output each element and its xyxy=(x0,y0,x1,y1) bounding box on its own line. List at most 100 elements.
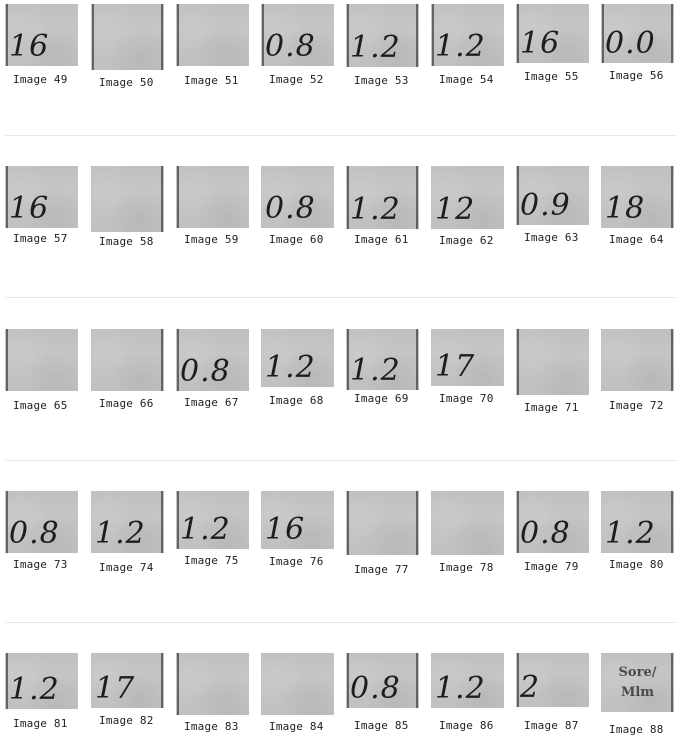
image-thumbnail[interactable]: 16 xyxy=(261,491,334,549)
scan-edge xyxy=(416,491,418,555)
handwritten-value: 1.2 xyxy=(180,512,231,547)
handwritten-value: 0.8 xyxy=(265,191,316,226)
printed-label: Sore/ Mlm xyxy=(618,665,657,700)
image-caption: Image 52 xyxy=(269,73,324,86)
scan-edge xyxy=(347,329,349,390)
image-thumbnail[interactable]: 1.2 xyxy=(176,491,249,549)
image-caption: Image 81 xyxy=(13,717,68,730)
image-caption: Image 84 xyxy=(269,720,324,733)
image-caption: Image 49 xyxy=(13,73,68,86)
scan-edge xyxy=(92,4,94,70)
handwritten-value: 1.2 xyxy=(435,29,486,64)
scan-edge xyxy=(347,491,349,555)
image-thumbnail[interactable]: 2 xyxy=(516,653,589,707)
image-thumbnail[interactable] xyxy=(5,329,78,391)
image-thumbnail[interactable] xyxy=(176,166,249,228)
image-thumbnail[interactable]: 16 xyxy=(5,4,78,66)
scan-edge xyxy=(6,491,8,553)
image-thumbnail[interactable] xyxy=(91,166,164,232)
image-thumbnail[interactable]: 0.9 xyxy=(516,166,589,225)
image-thumbnail[interactable]: 16 xyxy=(516,4,589,63)
image-caption: Image 60 xyxy=(269,233,324,246)
handwritten-value: 12 xyxy=(435,192,476,227)
image-thumbnail[interactable]: 12 xyxy=(431,166,504,229)
handwritten-value: 18 xyxy=(605,191,646,226)
scan-edge xyxy=(347,653,349,708)
image-thumbnail[interactable] xyxy=(346,491,419,555)
handwritten-value: 16 xyxy=(520,26,561,61)
image-caption: Image 64 xyxy=(609,233,664,246)
scan-edge xyxy=(671,4,673,63)
image-thumbnail[interactable]: 1.2 xyxy=(431,653,504,708)
scan-edge xyxy=(517,653,519,707)
image-thumbnail[interactable]: 0.8 xyxy=(261,166,334,228)
scan-edge xyxy=(416,4,418,67)
handwritten-value: 1.2 xyxy=(350,30,401,65)
image-thumbnail[interactable]: 1.2 xyxy=(346,329,419,390)
handwritten-value: 0.9 xyxy=(520,188,571,223)
scan-edge xyxy=(671,653,673,712)
scan-edge xyxy=(347,4,349,67)
handwritten-value: 0.8 xyxy=(180,354,231,389)
image-caption: Image 58 xyxy=(99,235,154,248)
image-thumbnail[interactable]: 1.2 xyxy=(601,491,674,553)
image-thumbnail[interactable] xyxy=(601,329,674,391)
image-caption: Image 77 xyxy=(354,563,409,576)
image-caption: Image 79 xyxy=(524,560,579,573)
image-thumbnail[interactable]: 1.2 xyxy=(5,653,78,709)
image-thumbnail[interactable] xyxy=(176,4,249,66)
image-thumbnail[interactable]: 0.8 xyxy=(5,491,78,553)
image-thumbnail[interactable]: 18 xyxy=(601,166,674,228)
scan-edge xyxy=(177,4,179,66)
image-thumbnail[interactable]: 1.2 xyxy=(261,329,334,387)
image-caption: Image 61 xyxy=(354,233,409,246)
image-thumbnail[interactable] xyxy=(91,4,164,70)
scan-edge xyxy=(177,329,179,391)
image-thumbnail[interactable] xyxy=(431,491,504,555)
handwritten-value: 0.0 xyxy=(605,26,656,61)
scan-edge xyxy=(347,166,349,229)
image-caption: Image 78 xyxy=(439,561,494,574)
image-caption: Image 51 xyxy=(184,74,239,87)
scan-edge xyxy=(517,4,519,63)
image-thumbnail[interactable]: 0.0 xyxy=(601,4,674,63)
image-thumbnail[interactable]: 1.2 xyxy=(346,166,419,229)
image-thumbnail[interactable] xyxy=(176,653,249,715)
scan-edge xyxy=(177,166,179,228)
scan-edge xyxy=(177,491,179,549)
image-thumbnail[interactable]: 0.8 xyxy=(176,329,249,391)
image-thumbnail[interactable] xyxy=(261,653,334,715)
image-thumbnail[interactable]: 17 xyxy=(91,653,164,708)
image-thumbnail[interactable]: 1.2 xyxy=(431,4,504,66)
image-caption: Image 70 xyxy=(439,392,494,405)
image-thumbnail[interactable] xyxy=(91,329,164,391)
handwritten-value: 0.8 xyxy=(350,671,401,706)
image-caption: Image 53 xyxy=(354,74,409,87)
image-thumbnail[interactable]: 0.8 xyxy=(516,491,589,553)
image-caption: Image 86 xyxy=(439,719,494,732)
image-thumbnail[interactable]: 1.2 xyxy=(346,4,419,67)
image-caption: Image 54 xyxy=(439,73,494,86)
image-thumbnail[interactable]: Sore/ Mlm xyxy=(601,653,674,712)
image-thumbnail[interactable]: 17 xyxy=(431,329,504,386)
row-divider xyxy=(5,622,676,623)
handwritten-value: 1.2 xyxy=(265,350,316,385)
scan-edge xyxy=(6,166,8,228)
image-caption: Image 65 xyxy=(13,399,68,412)
image-caption: Image 63 xyxy=(524,231,579,244)
image-caption: Image 59 xyxy=(184,233,239,246)
image-thumbnail[interactable]: 0.8 xyxy=(346,653,419,708)
scan-edge xyxy=(6,653,8,709)
image-caption: Image 67 xyxy=(184,396,239,409)
scan-edge xyxy=(432,4,434,66)
image-thumbnail[interactable]: 0.8 xyxy=(261,4,334,66)
scan-edge xyxy=(6,4,8,66)
handwritten-value: 1.2 xyxy=(9,672,60,707)
image-thumbnail[interactable] xyxy=(516,329,589,395)
image-thumbnail[interactable]: 1.2 xyxy=(91,491,164,553)
image-thumbnail[interactable]: 16 xyxy=(5,166,78,228)
scan-edge xyxy=(161,491,163,553)
handwritten-value: 16 xyxy=(9,29,50,64)
handwritten-value: 0.8 xyxy=(265,29,316,64)
